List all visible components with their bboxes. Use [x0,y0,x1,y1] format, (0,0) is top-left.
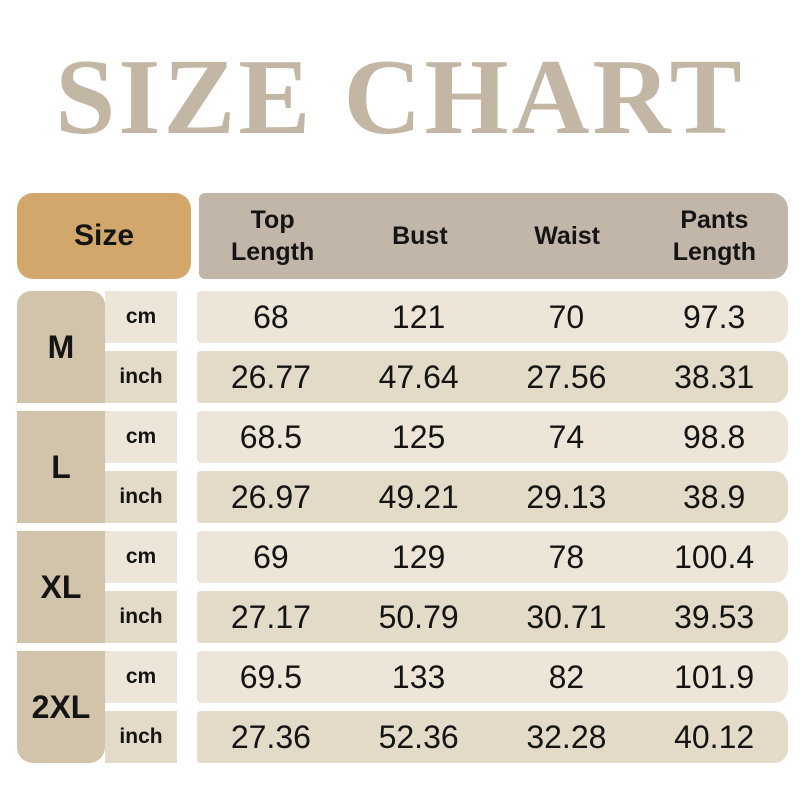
value-cell: 50.79 [378,598,459,635]
unit-label-cm: cm [105,411,177,463]
value-cell: 121 [391,298,446,335]
size-label-m: M [17,291,105,403]
value-cell: 26.77 [230,358,311,395]
size-group-rows: cm 68 121 70 97.3 inch 26.77 47.64 27.56… [105,291,788,403]
measurements-m-cm: 68 121 70 97.3 [197,291,788,343]
unit-label-inch: inch [105,591,177,643]
value-cell: 27.36 [230,718,311,755]
row-xl-cm: cm 69 129 78 100.4 [105,531,788,583]
header-waist: Waist [534,221,600,250]
value-cell: 78 [548,538,585,575]
value-cell: 70 [548,298,585,335]
page-title: SIZE CHART [55,38,745,157]
measurements-xl-cm: 69 129 78 100.4 [197,531,788,583]
value-cell: 69.5 [239,658,303,695]
unit-label-cm: cm [105,291,177,343]
unit-label-inch: inch [105,711,177,763]
row-l-cm: cm 68.5 125 74 98.8 [105,411,788,463]
size-group-xl: XL cm 69 129 78 100.4 inch 27.17 50.79 [17,531,788,643]
size-group-rows: cm 69 129 78 100.4 inch 27.17 50.79 30.7… [105,531,788,643]
value-cell: 27.56 [526,358,607,395]
value-cell: 40.12 [674,718,755,755]
size-group-l: L cm 68.5 125 74 98.8 inch 26.97 49.21 [17,411,788,523]
value-cell: 69 [253,538,289,575]
unit-label-cm: cm [105,531,177,583]
size-group-rows: cm 68.5 125 74 98.8 inch 26.97 49.21 29.… [105,411,788,523]
row-2xl-cm: cm 69.5 133 82 101.9 [105,651,788,703]
value-cell: 38.31 [674,358,755,395]
measurements-l-cm: 68.5 125 74 98.8 [197,411,788,463]
value-cell: 68.5 [239,418,303,455]
unit-label-cm: cm [105,651,177,703]
size-label-l: L [17,411,105,523]
measurements-2xl-inch: 27.36 52.36 32.28 40.12 [197,711,788,763]
measurements-m-inch: 26.77 47.64 27.56 38.31 [197,351,788,403]
value-cell: 32.28 [526,718,607,755]
measurements-2xl-cm: 69.5 133 82 101.9 [197,651,788,703]
row-l-inch: inch 26.97 49.21 29.13 38.9 [105,471,788,523]
value-cell: 47.64 [378,358,459,395]
value-cell: 101.9 [674,658,755,695]
size-group-2xl: 2XL cm 69.5 133 82 101.9 inch 27.36 52.3… [17,651,788,763]
header-columns: Top Length Bust Waist Pants Length [199,193,788,279]
value-cell: 98.8 [682,418,746,455]
size-label-xl: XL [17,531,105,643]
value-cell: 52.36 [378,718,459,755]
header-bust: Bust [392,221,448,250]
value-cell: 49.21 [378,478,459,515]
value-cell: 30.71 [526,598,607,635]
measurements-xl-inch: 27.17 50.79 30.71 39.53 [197,591,788,643]
value-cell: 125 [391,418,446,455]
row-m-cm: cm 68 121 70 97.3 [105,291,788,343]
value-cell: 82 [548,658,585,695]
size-chart-table: Size Top Length Bust Waist Pants Length … [17,193,788,763]
header-pants-length: Pants Length [672,205,757,267]
row-2xl-inch: inch 27.36 52.36 32.28 40.12 [105,711,788,763]
size-label-2xl: 2XL [17,651,105,763]
value-cell: 39.53 [674,598,755,635]
value-cell: 100.4 [674,538,755,575]
table-header-row: Size Top Length Bust Waist Pants Length [17,193,788,279]
value-cell: 68 [253,298,289,335]
measurements-l-inch: 26.97 49.21 29.13 38.9 [197,471,788,523]
size-group-m: M cm 68 121 70 97.3 inch 26.77 47.64 [17,291,788,403]
size-group-rows: cm 69.5 133 82 101.9 inch 27.36 52.36 32… [105,651,788,763]
value-cell: 97.3 [682,298,746,335]
unit-label-inch: inch [105,351,177,403]
header-top-length: Top Length [230,205,315,267]
value-cell: 133 [391,658,446,695]
row-m-inch: inch 26.77 47.64 27.56 38.31 [105,351,788,403]
header-size: Size [17,193,191,279]
value-cell: 29.13 [526,478,607,515]
row-xl-inch: inch 27.17 50.79 30.71 39.53 [105,591,788,643]
unit-label-inch: inch [105,471,177,523]
value-cell: 26.97 [230,478,311,515]
value-cell: 38.9 [682,478,746,515]
value-cell: 129 [391,538,446,575]
value-cell: 27.17 [230,598,311,635]
value-cell: 74 [548,418,585,455]
